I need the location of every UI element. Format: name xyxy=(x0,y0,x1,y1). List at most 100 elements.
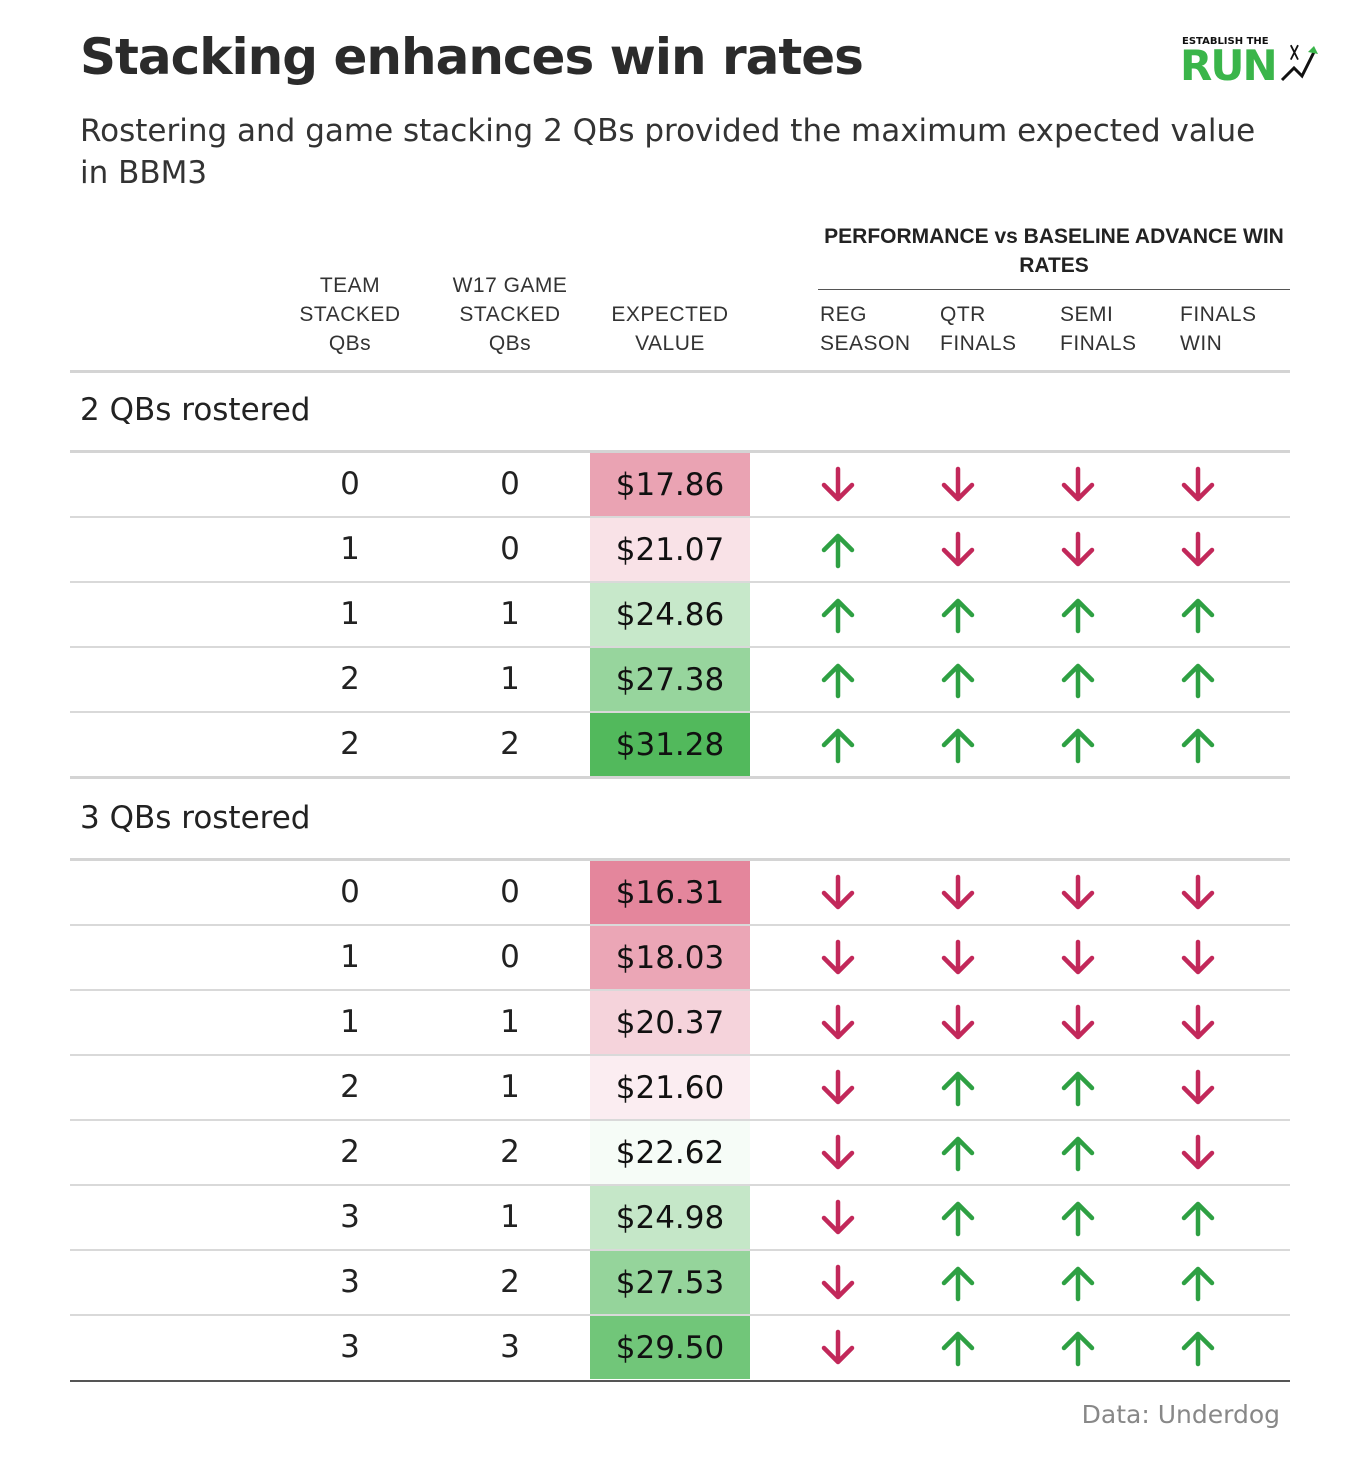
expected-value-cell: $27.53 xyxy=(590,1251,750,1314)
column-header-line: STACKED xyxy=(299,303,401,326)
section-label: 2 QBs rostered xyxy=(80,392,311,428)
team-stacked-qbs-cell: 1 xyxy=(340,596,360,632)
finals-win-arrow-up-icon xyxy=(1181,1331,1215,1367)
reg-season-arrow-up-icon xyxy=(821,663,855,699)
expected-value-cell: $17.86 xyxy=(590,453,750,516)
column-header-line: TEAM xyxy=(319,274,381,297)
column-header-ev: EXPECTED VALUE xyxy=(590,300,750,358)
reg-season-arrow-up-icon xyxy=(821,598,855,634)
finals-win-arrow-up-icon xyxy=(1181,663,1215,699)
column-header-game: W17 GAME STACKED QBs xyxy=(440,271,580,358)
game-stacked-qbs-cell: 2 xyxy=(500,1264,520,1300)
column-header-reg: REG SEASON xyxy=(820,300,930,358)
section-divider xyxy=(70,858,1290,861)
semi-finals-arrow-down-icon xyxy=(1061,939,1095,975)
column-header-line: WIN xyxy=(1180,332,1223,355)
team-stacked-qbs-cell: 2 xyxy=(340,1134,360,1170)
game-stacked-qbs-cell: 0 xyxy=(500,531,520,567)
finals-win-arrow-up-icon xyxy=(1181,728,1215,764)
semi-finals-arrow-down-icon xyxy=(1061,874,1095,910)
row-divider xyxy=(70,1314,1290,1316)
expected-value-cell: $16.31 xyxy=(590,861,750,924)
finals-win-arrow-up-icon xyxy=(1181,1201,1215,1237)
finals-win-arrow-up-icon xyxy=(1181,598,1215,634)
qtr-finals-arrow-down-icon xyxy=(941,466,975,502)
qtr-finals-arrow-up-icon xyxy=(941,728,975,764)
qtr-finals-arrow-up-icon xyxy=(941,663,975,699)
expected-value-cell: $20.37 xyxy=(590,991,750,1054)
table-bottom-rule xyxy=(70,1380,1290,1382)
section-label: 3 QBs rostered xyxy=(80,800,311,836)
qtr-finals-arrow-up-icon xyxy=(941,1201,975,1237)
column-header-line: FINALS xyxy=(940,332,1017,355)
section-end-divider xyxy=(70,776,1290,779)
team-stacked-qbs-cell: 2 xyxy=(340,661,360,697)
expected-value-cell: $24.86 xyxy=(590,583,750,646)
team-stacked-qbs-cell: 1 xyxy=(340,1004,360,1040)
row-divider xyxy=(70,516,1290,518)
column-header-qtr: QTR FINALS xyxy=(940,300,1050,358)
game-stacked-qbs-cell: 2 xyxy=(500,726,520,762)
expected-value-cell: $21.60 xyxy=(590,1056,750,1119)
column-header-line: REG xyxy=(820,303,868,326)
qtr-finals-arrow-down-icon xyxy=(941,531,975,567)
expected-value-cell: $22.62 xyxy=(590,1121,750,1184)
qtr-finals-arrow-up-icon xyxy=(941,1331,975,1367)
finals-win-arrow-down-icon xyxy=(1181,939,1215,975)
expected-value-cell: $27.38 xyxy=(590,648,750,711)
qtr-finals-arrow-down-icon xyxy=(941,874,975,910)
finals-win-arrow-down-icon xyxy=(1181,1134,1215,1170)
game-stacked-qbs-cell: 1 xyxy=(500,1004,520,1040)
row-divider xyxy=(70,1054,1290,1056)
game-stacked-qbs-cell: 0 xyxy=(500,939,520,975)
expected-value-cell: $29.50 xyxy=(590,1316,750,1379)
semi-finals-arrow-up-icon xyxy=(1061,728,1095,764)
chart-subtitle: Rostering and game stacking 2 QBs provid… xyxy=(80,113,1256,191)
column-header-semi: SEMI FINALS xyxy=(1060,300,1170,358)
reg-season-arrow-down-icon xyxy=(821,1329,855,1365)
play-route-icon xyxy=(1280,44,1318,82)
team-stacked-qbs-cell: 3 xyxy=(340,1329,360,1365)
column-header-line: W17 GAME xyxy=(452,274,568,297)
reg-season-arrow-down-icon xyxy=(821,874,855,910)
row-divider xyxy=(70,989,1290,991)
finals-win-arrow-down-icon xyxy=(1181,466,1215,502)
row-divider xyxy=(70,711,1290,713)
game-stacked-qbs-cell: 1 xyxy=(500,1199,520,1235)
reg-season-arrow-up-icon xyxy=(821,728,855,764)
row-divider xyxy=(70,581,1290,583)
finals-win-arrow-down-icon xyxy=(1181,1004,1215,1040)
game-stacked-qbs-cell: 1 xyxy=(500,1069,520,1105)
group-header: PERFORMANCE vs BASELINE ADVANCE WIN RATE… xyxy=(824,225,1284,277)
semi-finals-arrow-up-icon xyxy=(1061,1201,1095,1237)
establish-the-run-logo: ESTABLISH THE RUN xyxy=(1180,36,1322,90)
finals-win-arrow-up-icon xyxy=(1181,1266,1215,1302)
reg-season-arrow-down-icon xyxy=(821,1069,855,1105)
qtr-finals-arrow-up-icon xyxy=(941,1266,975,1302)
team-stacked-qbs-cell: 2 xyxy=(340,1069,360,1105)
reg-season-arrow-down-icon xyxy=(821,939,855,975)
semi-finals-arrow-up-icon xyxy=(1061,598,1095,634)
column-header-line: FINALS xyxy=(1060,332,1137,355)
section-divider xyxy=(70,450,1290,453)
game-stacked-qbs-cell: 0 xyxy=(500,466,520,502)
reg-season-arrow-down-icon xyxy=(821,1264,855,1300)
game-stacked-qbs-cell: 1 xyxy=(500,596,520,632)
column-header-line: EXPECTED xyxy=(611,303,729,326)
qtr-finals-arrow-down-icon xyxy=(941,939,975,975)
game-stacked-qbs-cell: 0 xyxy=(500,874,520,910)
finals-win-arrow-down-icon xyxy=(1181,531,1215,567)
data-source: Data: Underdog xyxy=(1081,1400,1280,1429)
team-stacked-qbs-cell: 0 xyxy=(340,874,360,910)
reg-season-arrow-down-icon xyxy=(821,466,855,502)
team-stacked-qbs-cell: 0 xyxy=(340,466,360,502)
column-header-line: VALUE xyxy=(635,332,705,355)
row-divider xyxy=(70,1119,1290,1121)
semi-finals-arrow-down-icon xyxy=(1061,1004,1095,1040)
header-divider xyxy=(70,370,1290,373)
qtr-finals-arrow-up-icon xyxy=(941,1071,975,1107)
reg-season-arrow-up-icon xyxy=(821,533,855,569)
semi-finals-arrow-up-icon xyxy=(1061,1136,1095,1172)
team-stacked-qbs-cell: 1 xyxy=(340,939,360,975)
expected-value-cell: $21.07 xyxy=(590,518,750,581)
